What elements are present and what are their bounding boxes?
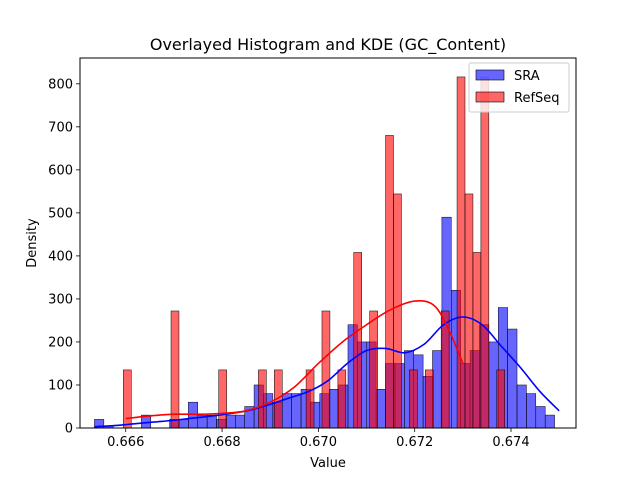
refseq-bar xyxy=(393,193,402,429)
y-tick-label: 800 xyxy=(48,77,73,92)
refseq-bar xyxy=(218,369,227,429)
y-tick-label: 700 xyxy=(48,120,73,135)
y-tick-label: 200 xyxy=(48,335,73,350)
sra-bar xyxy=(291,393,302,429)
legend-label-sra: SRA xyxy=(514,69,540,84)
refseq-bar xyxy=(464,193,474,429)
refseq-bar xyxy=(369,310,378,429)
sra-bar xyxy=(544,414,555,429)
sra-bar xyxy=(526,393,537,429)
sra-bar xyxy=(516,384,527,429)
y-tick-label: 500 xyxy=(48,206,73,221)
x-tick-label: 0.668 xyxy=(203,435,240,450)
legend-swatch-refseq xyxy=(475,91,505,103)
refseq-bar xyxy=(456,76,466,429)
refseq-bar xyxy=(480,76,490,429)
y-tick-label: 0 xyxy=(65,422,73,437)
y-tick-label: 400 xyxy=(48,249,73,264)
sra-bar xyxy=(328,389,339,429)
refseq-bar xyxy=(258,369,267,429)
refseq-bar xyxy=(409,369,418,429)
sra-bar xyxy=(188,401,198,429)
plot-frame xyxy=(79,57,577,429)
refseq-kde-line xyxy=(125,299,464,420)
sra-bar xyxy=(432,350,443,429)
legend: SRA RefSeq xyxy=(468,62,570,113)
x-tick-label: 0.670 xyxy=(300,435,337,450)
y-tick-label: 300 xyxy=(48,292,73,307)
refseq-bar xyxy=(123,369,132,429)
sra-bar xyxy=(225,414,236,429)
refseq-bar xyxy=(337,369,347,429)
refseq-bar xyxy=(496,369,505,429)
refseq-bar xyxy=(425,369,434,429)
refseq-bar xyxy=(321,310,331,429)
refseq-bar xyxy=(385,135,394,429)
sra-bar xyxy=(507,328,518,429)
refseq-bar xyxy=(305,369,315,429)
sra-kde-line xyxy=(94,316,560,428)
x-tick-label: 0.672 xyxy=(396,435,433,450)
refseq-bars xyxy=(123,76,505,429)
kde-curves xyxy=(94,299,560,428)
x-axis: 0.666 0.668 0.670 0.672 0.674 xyxy=(107,428,530,450)
x-tick-label: 0.666 xyxy=(107,435,144,450)
chart-title: Overlayed Histogram and KDE (GC_Content) xyxy=(150,35,506,55)
refseq-bar xyxy=(170,310,180,429)
x-tick-label: 0.674 xyxy=(492,435,529,450)
sra-bar xyxy=(235,414,245,429)
y-tick-label: 100 xyxy=(48,378,73,393)
refseq-bar xyxy=(353,252,362,429)
x-axis-label: Value xyxy=(310,456,346,471)
refseq-bar xyxy=(472,252,482,429)
legend-swatch-sra xyxy=(475,69,505,81)
sra-bar xyxy=(178,419,189,429)
y-axis-label: Density xyxy=(25,218,40,268)
y-axis: 0 100 200 300 400 500 600 700 800 xyxy=(48,77,80,437)
legend-label-refseq: RefSeq xyxy=(514,91,560,106)
sra-bar xyxy=(535,406,546,429)
y-tick-label: 600 xyxy=(48,163,73,178)
